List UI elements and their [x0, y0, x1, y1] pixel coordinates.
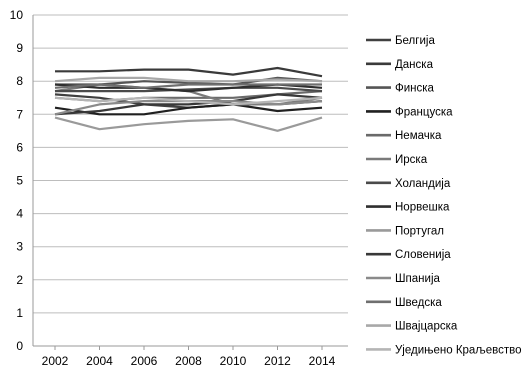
y-tick-label: 9	[16, 41, 23, 55]
y-tick-label: 0	[16, 339, 23, 353]
x-axis-ticks: 2002 2004 2006 2008 2010 2012 2014	[42, 346, 336, 368]
legend-label: Белгија	[395, 35, 435, 47]
legend-label: Холандија	[395, 178, 451, 190]
x-tick-label: 2002	[42, 354, 69, 368]
legend-label: Швајцарска	[395, 321, 458, 333]
legend-label: Финска	[395, 83, 435, 95]
series-lines	[54, 66, 323, 132]
legend-label: Норвешка	[395, 202, 450, 214]
x-tick-label: 2012	[264, 354, 291, 368]
x-tick-label: 2008	[175, 354, 202, 368]
x-tick-label: 2010	[220, 354, 247, 368]
legend-label: Данска	[395, 59, 434, 71]
legend-label: Немачка	[395, 130, 442, 142]
y-tick-label: 8	[16, 74, 23, 88]
legend-label: Уједињено Краљевство	[395, 344, 522, 356]
series-line-8	[54, 116, 323, 132]
gridlines	[33, 14, 348, 314]
legend-label: Француска	[395, 106, 453, 118]
legend-label: Шведска	[395, 297, 442, 309]
legend-label: Шпанија	[395, 273, 440, 285]
y-tick-label: 1	[16, 306, 23, 320]
y-tick-label: 3	[16, 240, 23, 254]
series-line-9	[54, 93, 323, 116]
y-tick-label: 6	[16, 140, 23, 154]
series-line-4	[54, 90, 323, 103]
series-line-3	[54, 103, 323, 116]
x-tick-label: 2004	[86, 354, 113, 368]
legend-label: Португал	[395, 225, 444, 237]
series-line-12	[54, 76, 323, 83]
legend: Белгија Данска Финска Француска Немачка Ирска…	[366, 35, 522, 356]
series-line-13	[54, 96, 323, 106]
legend-label: Ирска	[395, 154, 428, 166]
y-tick-label: 10	[10, 8, 24, 22]
y-axis-ticks: 0 1 2 3 4 5 6 7 8 9 10	[10, 8, 24, 353]
series-line-11	[54, 83, 322, 89]
axes	[32, 15, 348, 347]
series-line-1	[55, 66, 323, 78]
y-tick-label: 4	[16, 207, 23, 221]
x-tick-label: 2014	[309, 354, 336, 368]
y-tick-label: 7	[16, 107, 23, 121]
legend-label: Словенија	[395, 249, 451, 261]
y-tick-label: 2	[16, 273, 23, 287]
series-line-6	[55, 86, 323, 93]
y-tick-label: 5	[16, 174, 23, 188]
x-tick-label: 2006	[131, 354, 158, 368]
